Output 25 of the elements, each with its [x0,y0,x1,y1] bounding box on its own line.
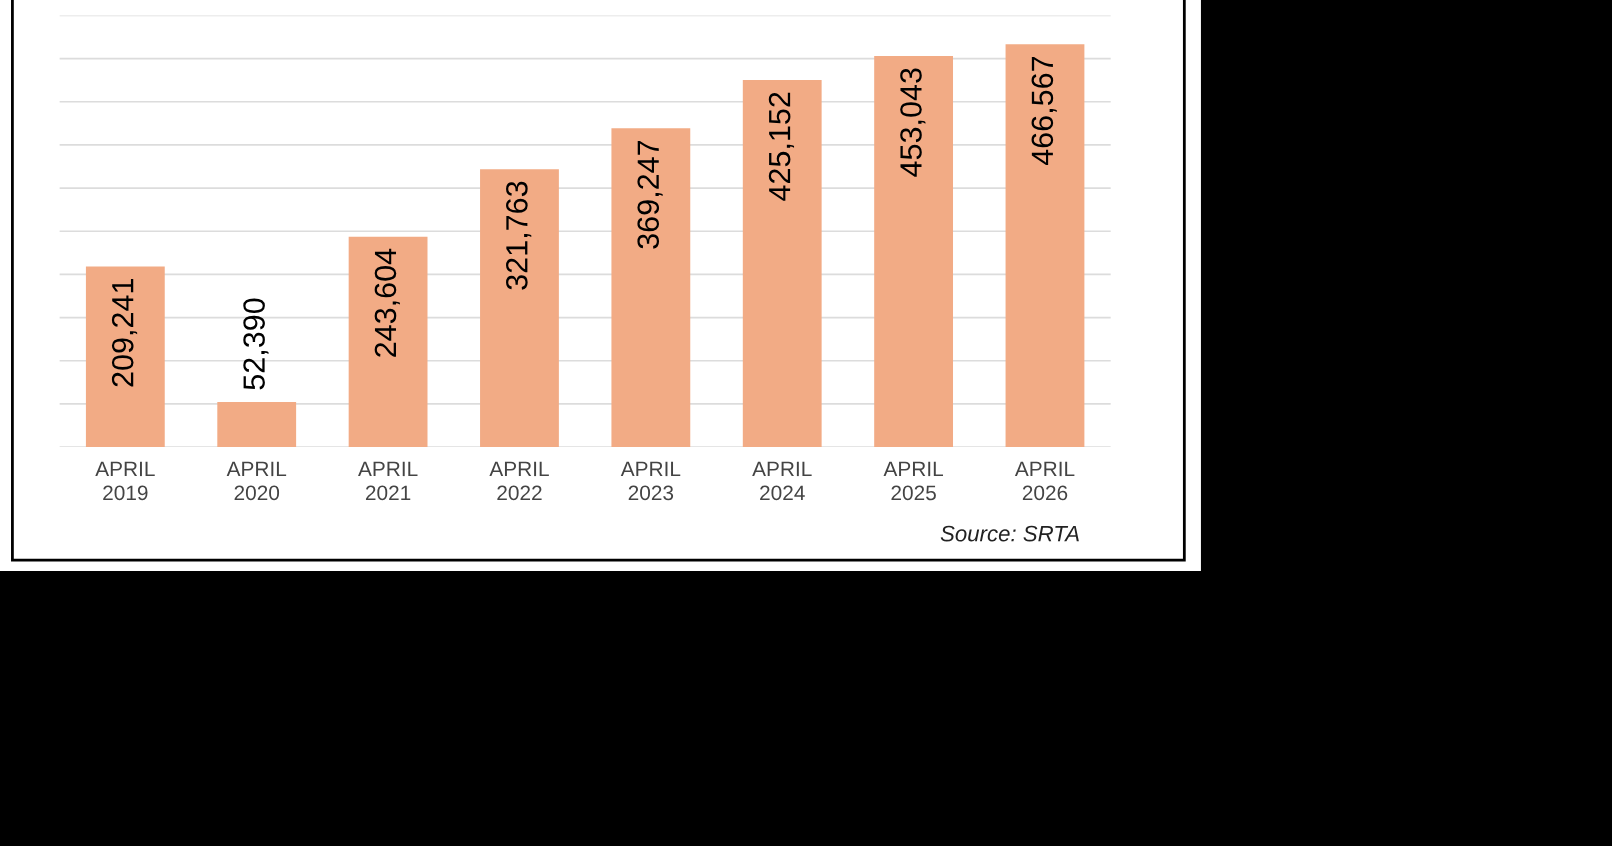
data-label: 209,241 [111,279,138,387]
bar [85,266,165,448]
data-label: 243,604 [374,248,400,357]
x-tick-label: APRIL 2019 [95,461,155,501]
bar [217,401,297,448]
bar [1005,44,1085,448]
bar [348,236,428,448]
bar [611,128,691,448]
data-label: 52,390 [243,298,269,390]
bar [480,169,559,448]
data-label: 453,043 [900,68,926,177]
x-tick-label: APRIL 2025 [883,461,944,501]
x-tick-label: APRIL 2023 [620,461,681,501]
x-tick-label: APRIL 2026 [1014,461,1075,501]
bar [742,80,822,448]
data-label: 321,763 [506,181,532,290]
data-label: 369,247 [637,140,663,249]
x-tick-label: APRIL 2020 [226,461,287,501]
x-tick-label: APRIL 2021 [358,461,418,501]
bar [874,55,954,448]
x-tick-label: APRIL 2022 [489,461,549,501]
source-note: Source: SRTA [940,525,1079,542]
x-tick-label: APRIL 2024 [752,461,812,501]
data-label: 466,567 [1031,56,1057,166]
data-label: 425,152 [768,92,795,201]
